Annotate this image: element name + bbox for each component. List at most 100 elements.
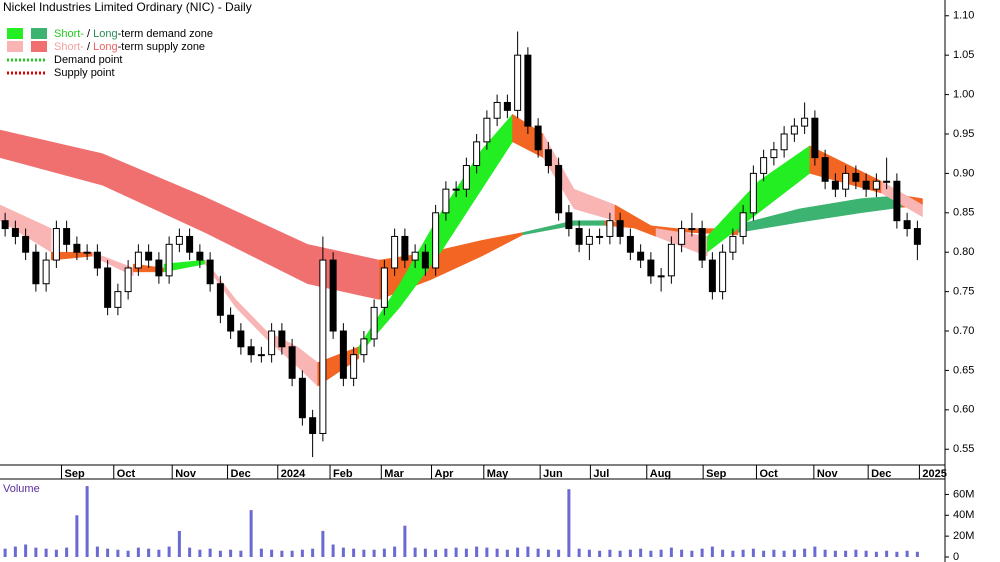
volume-bar [608,549,612,557]
candle-body [309,417,317,434]
volume-bar [75,515,79,557]
candle-body [514,54,522,111]
volume-bar [618,550,622,557]
candle-body [575,228,583,245]
candle-body [831,180,839,190]
volume-bar [577,548,581,557]
volume-bar [475,546,479,557]
y-tick-label: 0.75 [953,286,974,298]
candle-body [462,165,470,190]
volume-bar [229,549,233,557]
candle-body [329,259,337,332]
volume-bar [3,548,7,557]
volume-bar [516,547,520,557]
volume-bar [762,550,766,557]
volume-bar [659,549,663,557]
volume-bar [864,550,868,557]
legend-label: Demand point [54,54,123,66]
candle-body [626,235,634,253]
volume-bar [915,551,919,557]
volume-bar [710,546,714,557]
candle-body [760,157,768,174]
volume-bar [485,547,489,557]
volume-bar [249,510,253,557]
volume-bar [167,546,171,557]
volume-bar [700,548,704,557]
volume-bar [218,550,222,557]
candle-body [739,212,747,237]
x-tick-label: 2025 [922,468,946,480]
volume-bar [259,548,263,557]
y-tick-label: 0.95 [953,128,974,140]
legend-label: Short- / Long-term supply zone [54,41,205,53]
legend-text-part: Short- [54,41,84,53]
y-tick-label: 1.10 [953,10,974,22]
volume-bar [177,530,181,557]
y-tick-label: 1.05 [953,49,974,61]
volume-bar [833,550,837,557]
candle-body [708,259,716,293]
volume-bar [792,549,796,557]
candle-body [770,149,778,159]
x-tick-label: Jul [593,468,609,480]
x-tick-label: Oct [117,468,136,480]
candle-body [811,117,819,159]
candle-body [22,235,30,253]
legend-label: Short- / Long-term demand zone [54,28,213,40]
candle-body [155,259,163,277]
candle-body [872,180,880,190]
volume-bar [352,548,356,557]
candle-body [391,235,399,269]
candle-body [339,330,347,379]
candle-body [1,220,9,230]
candle-body [350,354,358,379]
candle-body [667,243,675,277]
candle-body [821,157,829,182]
volume-bar [321,530,325,557]
volume-bar [290,550,294,557]
candle-body [278,330,286,348]
volume-bar [731,550,735,557]
candle-body [503,101,511,111]
candle-body [534,125,542,151]
legend-swatch [31,28,47,39]
y-tick-label: 0.70 [953,325,974,337]
volume-bar [567,489,571,557]
volume-bar [54,549,58,557]
volume-bar [300,549,304,557]
candle-body [801,117,809,127]
candle-body [452,188,460,191]
volume-bar [157,549,161,557]
candle-body [524,54,532,127]
candle-body [442,188,450,214]
candle-body [63,228,71,245]
candle-body [749,172,757,214]
volume-bar [823,549,827,557]
volume-label: Volume [3,483,40,495]
candle-body [565,212,573,230]
x-tick-label: Aug [650,468,671,480]
volume-bar [495,548,499,557]
volume-bar [331,544,335,557]
x-tick-label: Apr [435,468,455,480]
volume-bar [372,549,376,557]
candle-body [647,259,655,277]
candle-body [52,228,60,261]
candle-body [616,220,624,237]
candle-body [401,235,409,261]
volume-bar [690,550,694,557]
volume-tick-label: 60M [953,488,974,500]
candle-body [657,275,665,278]
candle-body [32,251,40,285]
legend-text-part: Supply point [54,67,115,79]
legend-text-part: Long [93,41,117,53]
candle-body [298,377,306,419]
volume-bar [362,549,366,557]
x-tick-label: 2024 [281,468,306,480]
volume-bar [423,548,427,557]
volume-bar [669,547,673,557]
volume-bar [188,547,192,557]
volume-bar [13,546,17,557]
volume-bar [434,549,438,557]
